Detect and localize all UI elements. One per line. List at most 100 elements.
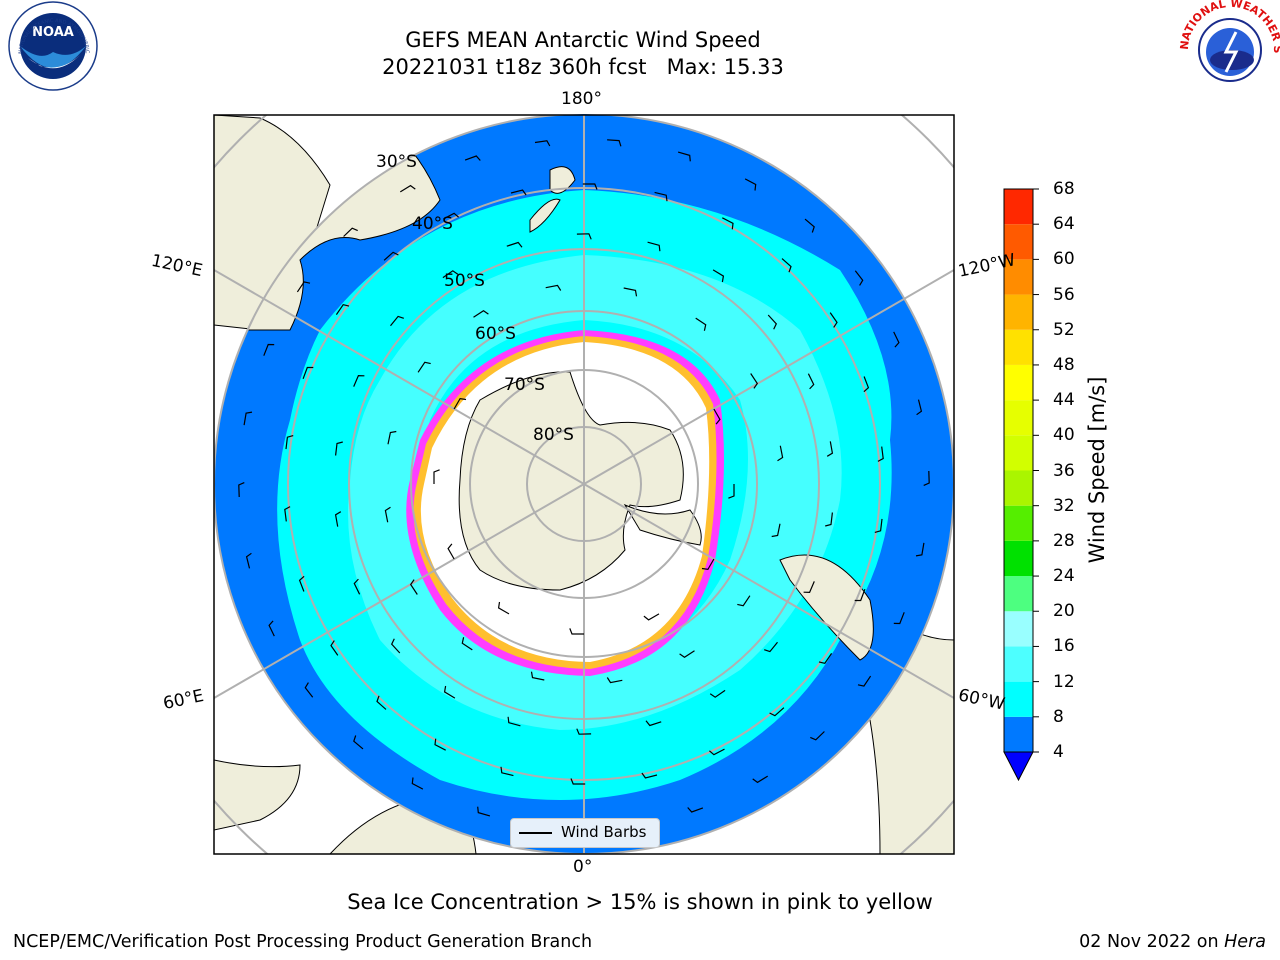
colorbar-tick-label: 64 bbox=[1053, 214, 1075, 235]
wind-barb bbox=[781, 258, 792, 273]
wind-barb bbox=[442, 270, 459, 279]
colorbar-tick-label: 24 bbox=[1053, 566, 1075, 587]
legend-label: Wind Barbs bbox=[561, 823, 647, 841]
colorbar-tick-label: 68 bbox=[1053, 179, 1075, 199]
wind-barb bbox=[434, 738, 446, 751]
wind-barb bbox=[433, 469, 440, 484]
wind-barb bbox=[647, 241, 661, 252]
colorbar-tick-label: 40 bbox=[1053, 425, 1075, 446]
wind-barb bbox=[863, 376, 870, 393]
wind-barb bbox=[607, 139, 622, 147]
wind-barb bbox=[854, 588, 866, 602]
lat-label-70s: 70°S bbox=[504, 375, 545, 395]
colorbar-segment bbox=[1004, 189, 1033, 225]
wind-barb bbox=[777, 445, 784, 462]
colorbar-segment bbox=[1004, 259, 1033, 295]
wind-barb bbox=[576, 728, 592, 735]
wind-barb bbox=[353, 578, 361, 595]
wind-barb bbox=[701, 558, 715, 571]
colorbar-tick-label: 32 bbox=[1053, 495, 1075, 516]
wind-barb bbox=[384, 506, 391, 523]
chart-subtitle: 20221031 t18z 360h fcst Max: 15.33 bbox=[382, 55, 784, 79]
colorbar-segment bbox=[1004, 435, 1033, 471]
wind-barb bbox=[296, 281, 311, 293]
wind-barb bbox=[818, 653, 833, 664]
wind-barb bbox=[417, 361, 431, 373]
wind-barb bbox=[764, 641, 778, 653]
wind-barb bbox=[804, 218, 815, 233]
wind-barb bbox=[576, 233, 592, 240]
colorbar-tick-label: 4 bbox=[1053, 742, 1064, 762]
colorbar-tick-label: 52 bbox=[1053, 319, 1075, 340]
wind-barb bbox=[654, 191, 668, 202]
wind-barb bbox=[695, 317, 707, 331]
wind-barb bbox=[238, 482, 245, 498]
wind-barb bbox=[829, 312, 838, 328]
colorbar-tick-label: 36 bbox=[1053, 460, 1075, 481]
wind-barb bbox=[353, 374, 365, 387]
wind-barb bbox=[506, 241, 523, 248]
wind-barb bbox=[582, 183, 598, 190]
colorbar-segment bbox=[1004, 329, 1033, 365]
wind-barb bbox=[443, 212, 459, 220]
wind-barb bbox=[461, 637, 473, 651]
colorbar-tick-label: 28 bbox=[1053, 530, 1075, 551]
colorbar-tick-label: 16 bbox=[1053, 636, 1075, 657]
colorbar-segment bbox=[1004, 540, 1033, 577]
colorbar-segment bbox=[1004, 364, 1033, 401]
noaa-logo-text: NOAA bbox=[32, 25, 74, 40]
colorbar-extend-arrow bbox=[1003, 751, 1034, 782]
footer-date: 02 Nov 2022 on Hera bbox=[1079, 932, 1266, 952]
footer-branch: NCEP/EMC/Verification Post Processing Pr… bbox=[13, 932, 593, 952]
wind-barb bbox=[728, 484, 735, 499]
lon-label-180: 180° bbox=[561, 89, 602, 109]
sea-ice-note: Sea Ice Concentration > 15% is shown in … bbox=[347, 890, 933, 914]
wind-barb bbox=[877, 446, 884, 462]
wind-barb bbox=[497, 601, 510, 615]
colorbar-tick-label: 44 bbox=[1053, 390, 1075, 411]
colorbar-tick-label: 8 bbox=[1053, 706, 1064, 727]
wind-barb bbox=[285, 435, 294, 450]
wind-barb bbox=[826, 441, 834, 457]
wind-barb bbox=[767, 314, 778, 330]
colorbar-tick-label: 48 bbox=[1053, 354, 1075, 375]
legend-wind-barb-line bbox=[519, 832, 552, 834]
colorbar-tick-label: 56 bbox=[1053, 284, 1075, 305]
lat-label-80s: 80°S bbox=[533, 425, 574, 445]
wind-barb bbox=[570, 778, 586, 785]
wind-barb bbox=[353, 735, 364, 750]
colorbar-segment bbox=[1004, 505, 1033, 541]
wind-barb bbox=[874, 518, 883, 533]
wind-barb bbox=[330, 640, 339, 656]
wind-barb bbox=[387, 430, 397, 445]
wind-barb bbox=[453, 397, 467, 410]
lat-label-60s: 60°S bbox=[475, 324, 516, 344]
footer-date-text: 02 Nov 2022 on bbox=[1079, 932, 1225, 952]
lat-label-50s: 50°S bbox=[444, 271, 485, 291]
colorbar-segment bbox=[1004, 224, 1033, 260]
wind-barb bbox=[915, 542, 925, 557]
wind-barb bbox=[545, 284, 562, 291]
wind-barb bbox=[752, 775, 769, 784]
wind-barb bbox=[854, 270, 864, 286]
wind-barb bbox=[893, 331, 900, 348]
wind-barb bbox=[810, 731, 825, 741]
colorbar-segment bbox=[1004, 716, 1033, 752]
wind-barb bbox=[857, 675, 872, 687]
colorbar-segment bbox=[1004, 611, 1033, 647]
legend: Wind Barbs bbox=[510, 818, 660, 848]
wind-barb bbox=[411, 777, 424, 790]
wind-barb bbox=[284, 506, 291, 522]
wind-barb bbox=[507, 716, 521, 727]
lon-label-0: 0° bbox=[573, 857, 593, 877]
wind-barb bbox=[335, 441, 343, 456]
colorbar-segment bbox=[1004, 646, 1033, 682]
colorbar-segment bbox=[1004, 576, 1033, 612]
wind-barb bbox=[510, 189, 527, 196]
wind-barb bbox=[750, 373, 759, 389]
wind-barb bbox=[623, 287, 638, 297]
wind-barb bbox=[477, 806, 491, 817]
wind-barb bbox=[722, 217, 734, 230]
wind-barb bbox=[383, 251, 399, 261]
